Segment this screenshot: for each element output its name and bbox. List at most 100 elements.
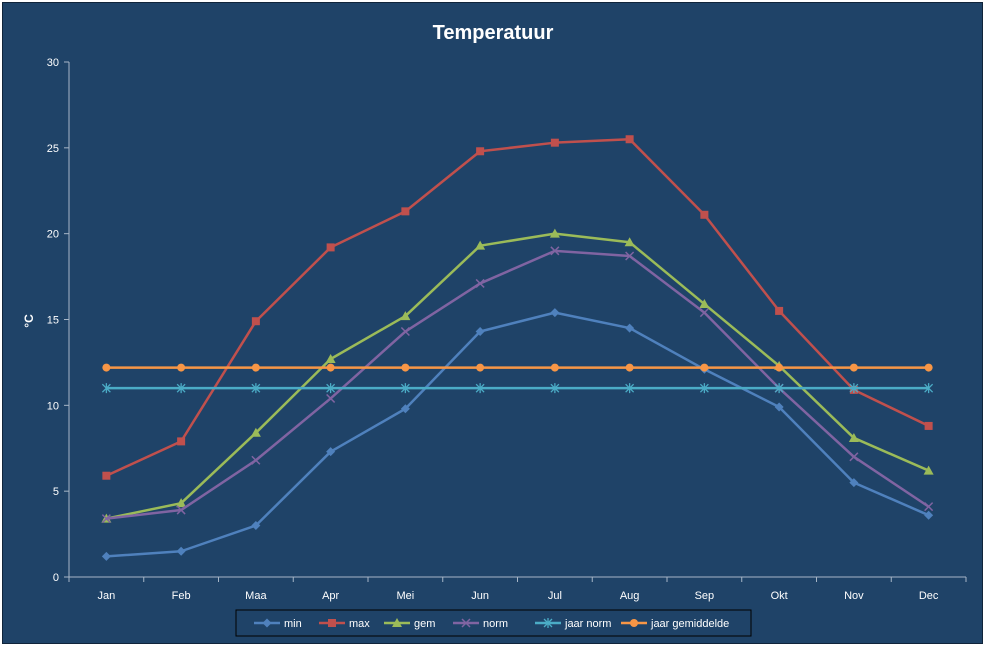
x-tick-label: Apr [322,590,339,602]
data-point-max [177,437,186,446]
x-tick-label: Jan [98,590,116,602]
data-point-jaar-norm [774,383,784,394]
series-jaar-gemiddelde [102,363,933,372]
data-point-gem [923,465,934,475]
data-point-norm [475,278,485,288]
legend-swatch-marker [461,618,471,628]
y-tick-label: 0 [53,572,59,584]
legend-swatch-marker [262,618,272,628]
legend-swatch-marker [328,619,336,627]
data-point-jaar-norm [475,383,485,394]
data-point-min [326,447,336,457]
x-tick-label: Maa [245,590,267,602]
x-tick-label: Feb [172,590,191,602]
x-tick-label: Aug [620,590,640,602]
data-point-norm [176,505,186,515]
y-tick-label: 5 [53,486,59,498]
data-point-gem [699,299,710,309]
axes: 0 5 10 15 20 25 30 Jan Feb Maa Apr Mei Jun Jul Aug Sep O… [47,57,967,602]
legend-item-jaar-norm: jaar norm [535,618,611,630]
data-point-jaar-gemiddelde [849,363,858,372]
data-point-gem [549,228,560,238]
legend-item-gem: gem [384,618,435,630]
series-layer [101,135,934,561]
data-point-gem [848,432,859,442]
series-line-norm [106,249,930,520]
data-point-norm [924,502,934,512]
data-point-jaar-norm [176,383,186,394]
data-point-max [775,306,784,315]
data-point-jaar-gemiddelde [102,363,111,372]
data-point-min [400,404,410,414]
legend-label: gem [414,618,435,630]
legend-item-jaar-gemiddelde: jaar gemiddelde [621,618,729,630]
data-point-min [550,308,560,318]
data-point-max [401,207,410,216]
series-gem [101,228,934,523]
series-line-max [105,138,930,477]
data-point-jaar-norm [625,383,635,394]
data-point-jaar-norm [101,383,111,394]
data-point-max [924,421,933,430]
legend-label: jaar norm [564,618,611,630]
data-point-norm [251,455,261,465]
data-point-max [550,138,559,147]
data-point-jaar-gemiddelde [700,363,709,372]
data-point-jaar-gemiddelde [401,363,410,372]
data-point-norm [625,251,635,261]
legend-swatch-marker [392,618,402,627]
legend-swatch-marker [543,618,553,628]
y-tick-label: 25 [47,143,59,155]
x-tick-label: Mei [397,590,415,602]
data-point-min [849,478,859,488]
data-point-gem [475,240,486,250]
data-point-min [101,551,111,561]
data-point-max [251,317,260,326]
temperature-chart: Temperatuur °C 0 5 10 15 20 25 30 Jan Feb Maa Apr M… [22,22,967,637]
legend-label: max [349,618,370,630]
series-line-gem [106,232,930,520]
y-tick-label: 15 [47,315,59,327]
y-tick-label: 30 [47,57,59,69]
y-axis-label: °C [22,314,36,328]
data-point-jaar-gemiddelde [476,363,485,372]
data-point-jaar-norm [924,383,934,394]
data-point-jaar-gemiddelde [924,363,933,372]
data-point-norm [326,393,336,403]
data-point-norm [550,246,560,256]
data-point-max [476,147,485,156]
data-point-jaar-norm [400,383,410,394]
data-point-jaar-gemiddelde [775,363,784,372]
data-point-jaar-norm [251,383,261,394]
series-jaar-norm [101,383,934,394]
data-point-norm [849,452,859,462]
data-point-min [625,323,635,333]
data-point-gem [400,311,411,321]
y-tick-label: 10 [47,400,59,412]
data-point-min [924,510,934,520]
data-point-jaar-norm [849,383,859,394]
x-tick-label: Jul [548,590,562,602]
data-point-jaar-gemiddelde [550,363,559,372]
series-max [102,135,933,480]
data-point-gem [176,498,187,508]
legend-swatch-marker [630,619,638,627]
data-point-max [625,135,634,144]
data-point-max [102,471,111,480]
data-point-max [700,210,709,219]
x-tick-label: Dec [919,590,939,602]
data-point-jaar-norm [326,383,336,394]
series-line-min [106,311,930,558]
data-point-jaar-norm [699,383,709,394]
data-point-jaar-gemiddelde [625,363,634,372]
legend: min max gem norm jaar norm jaar gemiddelde [235,609,752,637]
series-norm [101,246,934,524]
data-point-min [774,402,784,412]
x-tick-label: Sep [695,590,715,602]
legend-label: norm [483,618,508,630]
legend-item-max: max [319,618,370,630]
legend-label: min [284,618,302,630]
chart-title: Temperatuur [433,22,554,44]
data-point-norm [400,326,410,337]
